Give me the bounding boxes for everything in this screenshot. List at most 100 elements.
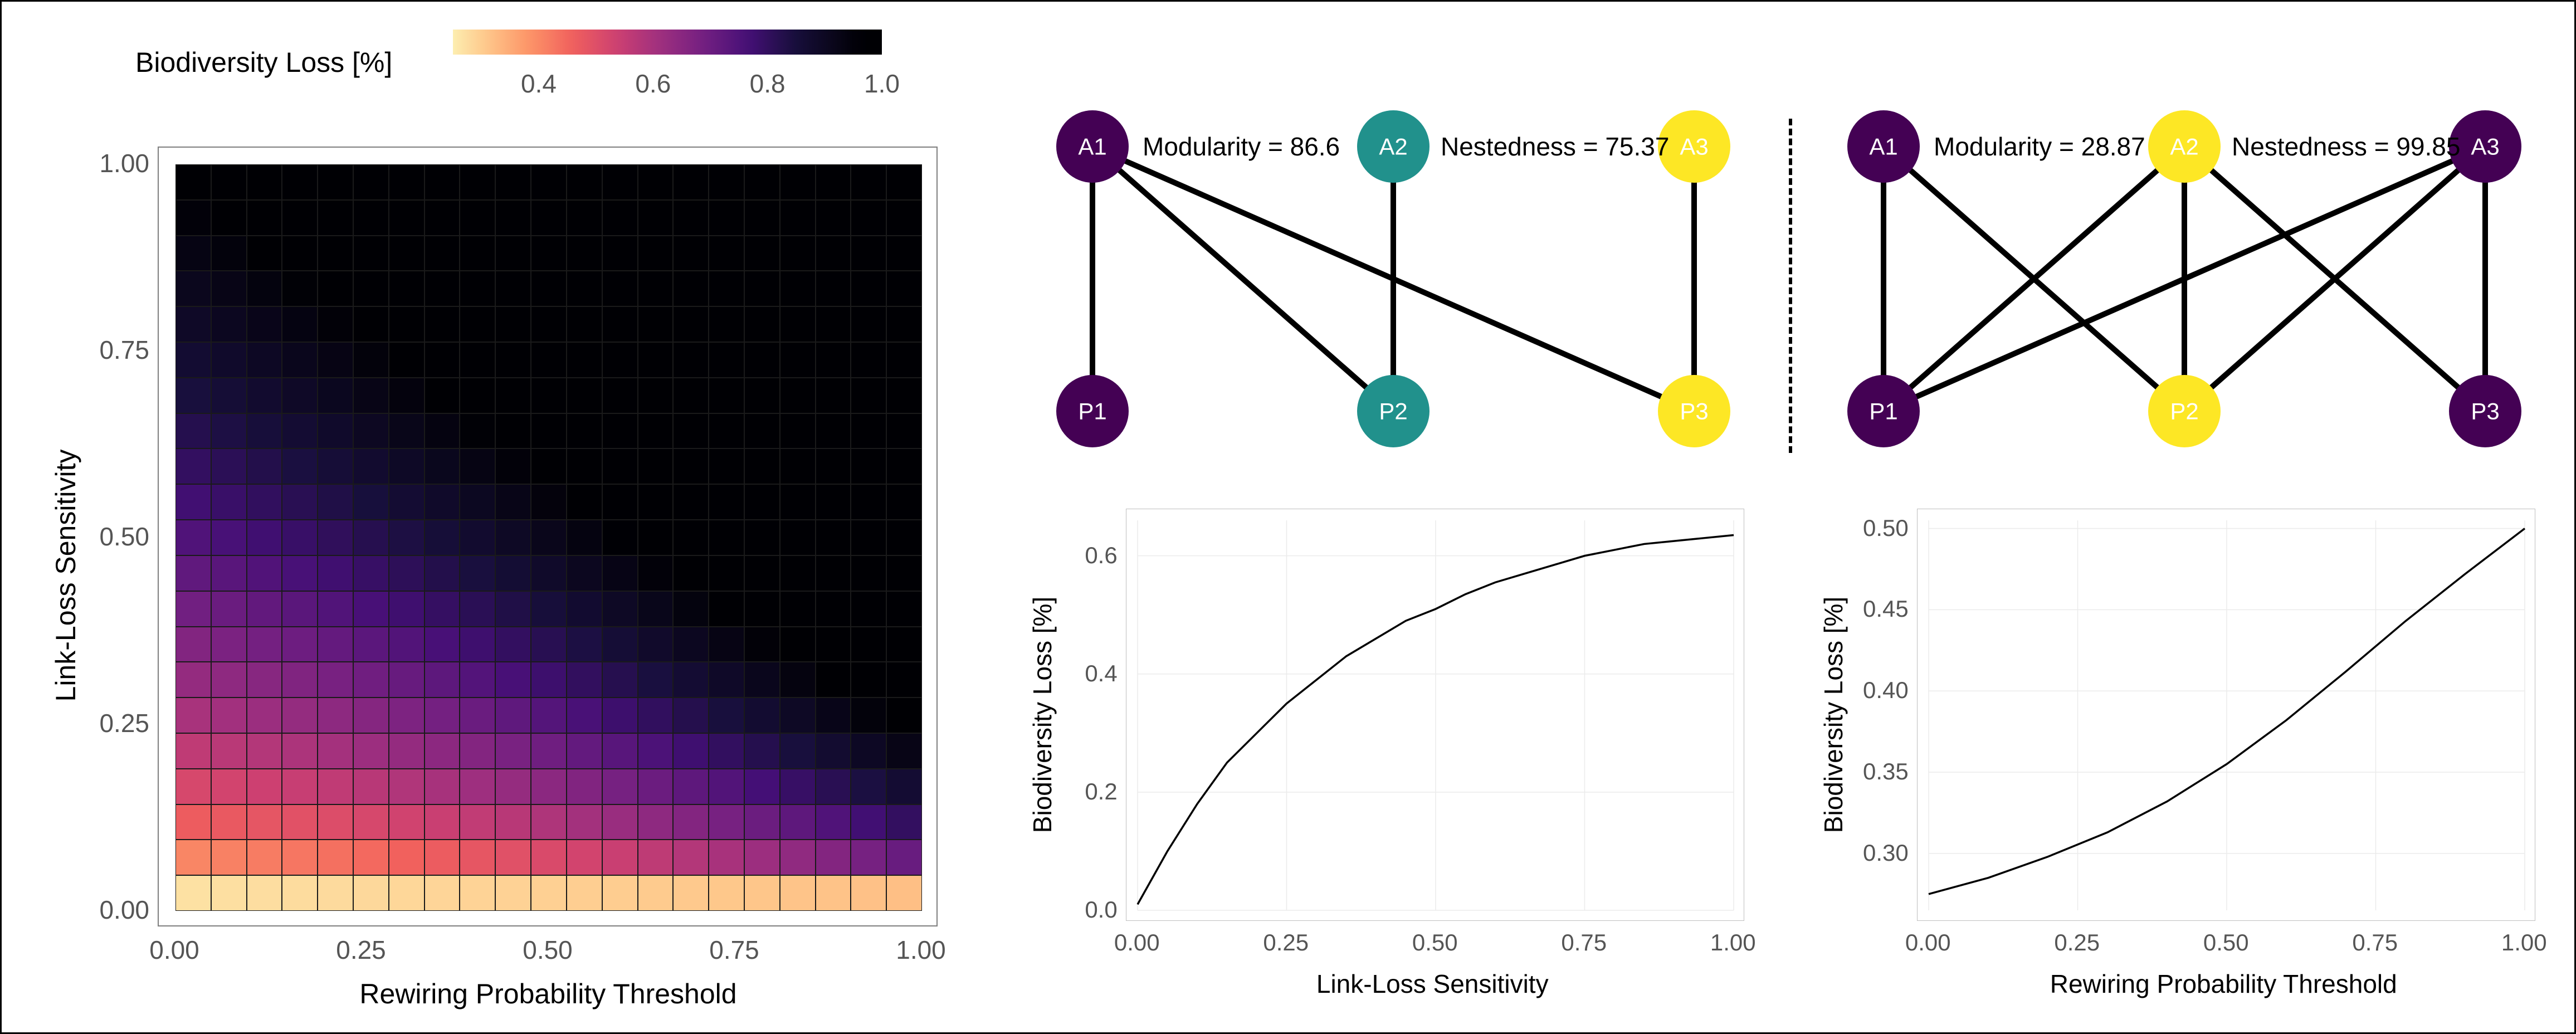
heatmap-xtick: 0.00 (149, 935, 199, 965)
lineplot-ytick: 0.45 (1853, 596, 1909, 622)
heatmap-cell (425, 306, 460, 342)
heatmap-cell (211, 804, 247, 840)
heatmap-cell (460, 769, 495, 804)
heatmap-cell (851, 378, 886, 413)
heatmap-axes (158, 147, 938, 926)
heatmap-cell (816, 448, 851, 484)
heatmap-cell (709, 520, 744, 555)
heatmap-cell (531, 448, 567, 484)
heatmap-cell (282, 520, 318, 555)
heatmap-cell (389, 271, 425, 306)
heatmap-cell (567, 306, 602, 342)
lineplot-xtick: 1.00 (1710, 929, 1756, 956)
network-left: A1A2A3P1P2P3Modularity = 86.6Nestedness … (1031, 102, 1755, 470)
heatmap-cell (673, 698, 709, 733)
heatmap-cell (389, 484, 425, 520)
heatmap-xtick: 0.75 (709, 935, 759, 965)
heatmap-cell (567, 555, 602, 591)
heatmap-cell (425, 698, 460, 733)
heatmap-cell (460, 627, 495, 662)
heatmap-cell (495, 733, 531, 769)
heatmap-cell (567, 164, 602, 200)
heatmap-cell (425, 484, 460, 520)
heatmap-cell (425, 271, 460, 306)
heatmap-cell (886, 733, 922, 769)
lineplot-ytick: 0.35 (1853, 758, 1909, 785)
heatmap-cell (389, 413, 425, 449)
heatmap-cell (425, 662, 460, 698)
heatmap-cell (247, 520, 282, 555)
heatmap-cell (851, 413, 886, 449)
heatmap-cell (318, 733, 353, 769)
colorbar-tick: 0.8 (750, 69, 786, 99)
heatmap-cell (744, 733, 780, 769)
heatmap-cell (211, 164, 247, 200)
heatmap-cell (567, 484, 602, 520)
heatmap-cell (318, 769, 353, 804)
heatmap-cell (211, 271, 247, 306)
heatmap-cell (175, 520, 211, 555)
heatmap-cell (495, 698, 531, 733)
heatmap-cell (602, 448, 638, 484)
heatmap-cell (495, 520, 531, 555)
heatmap-cell (175, 698, 211, 733)
heatmap-cell (816, 555, 851, 591)
heatmap-cell (744, 555, 780, 591)
heatmap-cell (886, 236, 922, 271)
heatmap-cell (673, 448, 709, 484)
heatmap-cell (211, 662, 247, 698)
figure-root: Biodiversity Loss [%] 0.40.60.81.0 Link-… (0, 0, 2576, 1034)
heatmap-cell (460, 875, 495, 911)
heatmap-cell (353, 804, 389, 840)
heatmap-cell (211, 200, 247, 236)
heatmap-cell (816, 413, 851, 449)
heatmap-cell (247, 413, 282, 449)
heatmap-cell (638, 733, 674, 769)
heatmap-cell (247, 840, 282, 875)
heatmap-cell (247, 378, 282, 413)
heatmap-cell (744, 413, 780, 449)
heatmap-cell (886, 662, 922, 698)
heatmap-cell (673, 200, 709, 236)
colorbar-legend: Biodiversity Loss [%] 0.40.60.81.0 (135, 30, 887, 108)
heatmap-cell (211, 520, 247, 555)
heatmap-cell (211, 555, 247, 591)
heatmap-cell (709, 271, 744, 306)
heatmap-cell (175, 769, 211, 804)
heatmap-cell (211, 413, 247, 449)
heatmap-cell (780, 555, 816, 591)
heatmap-cell (175, 662, 211, 698)
network-node-label: A3 (2471, 134, 2499, 160)
heatmap-cell (744, 271, 780, 306)
heatmap-cell (318, 448, 353, 484)
heatmap-cell (318, 164, 353, 200)
heatmap-cell (425, 448, 460, 484)
lineplot-xtick: 0.50 (1412, 929, 1458, 956)
heatmap-cell (602, 840, 638, 875)
heatmap-cell (211, 236, 247, 271)
lineplot-xtick: 1.00 (2501, 929, 2547, 956)
heatmap-cell (425, 520, 460, 555)
heatmap-cell (531, 733, 567, 769)
heatmap-cell (851, 875, 886, 911)
heatmap-cell (709, 555, 744, 591)
colorbar-tick: 0.4 (521, 69, 557, 99)
heatmap-cell (567, 413, 602, 449)
lineplot-right: Biodiversity Loss [%] Rewiring Probabili… (1822, 492, 2552, 999)
heatmap-cell (495, 236, 531, 271)
heatmap-cell (318, 484, 353, 520)
heatmap-cell (709, 448, 744, 484)
heatmap-cell (744, 591, 780, 627)
heatmap-cell (886, 484, 922, 520)
colorbar-title: Biodiversity Loss [%] (135, 46, 392, 79)
heatmap-cell (851, 164, 886, 200)
heatmap-cell (389, 875, 425, 911)
heatmap-cell (175, 378, 211, 413)
heatmap-cell (175, 342, 211, 378)
heatmap-cell (638, 342, 674, 378)
heatmap-cell (780, 591, 816, 627)
heatmap-cell (531, 378, 567, 413)
heatmap-cell (886, 342, 922, 378)
heatmap-cell (709, 769, 744, 804)
heatmap-cell (282, 200, 318, 236)
